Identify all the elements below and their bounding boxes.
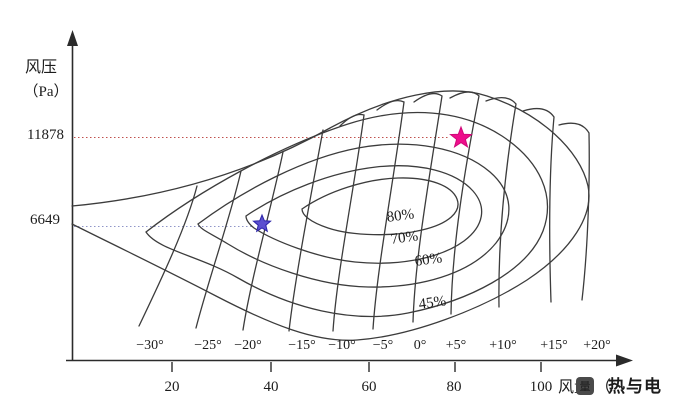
x-axis-arrow-icon [616,354,633,367]
angle-label-minus-10: −10° [328,338,356,353]
y-axis-title: 风压 [25,59,57,76]
ref-value-6649: 6649 [30,212,60,228]
efficiency-contour-60 [197,143,510,288]
efficiency-contour-45 [145,111,549,318]
angle-label-plus-20: +20° [583,338,611,353]
blade-curve-0 [412,92,443,323]
x-axis-ticks [171,362,542,372]
blade-curve-plus-5 [449,91,480,315]
efficiency-label-60: 60% [414,250,443,270]
efficiency-label-45: 45% [418,293,447,313]
efficiency-contour-80 [301,177,459,236]
angle-label-minus-15: −15° [288,338,316,353]
angle-label-plus-10: +10° [489,338,517,353]
x-axis-title-paren: （ [595,378,611,396]
blade-curve-minus-5 [372,99,405,330]
x-tick-100: 100 [530,379,553,395]
angle-label-minus-20: −20° [234,338,262,353]
efficiency-contour-70 [245,165,483,264]
watermark-logo-icon [576,377,594,395]
blade-curve-minus-25 [195,170,242,329]
operating-point-star-blue [252,213,272,233]
x-tick-20: 20 [165,379,180,395]
y-axis [67,30,78,361]
angle-label-plus-5: +5° [446,338,467,353]
efficiency-label-70: 70% [390,228,419,248]
blade-curve-plus-10 [485,97,517,308]
ref-value-11878: 11878 [27,127,64,143]
y-axis-unit: （Pa） [23,83,68,100]
blade-curve-plus-15 [522,107,555,303]
angle-label-plus-15: +15° [540,338,568,353]
x-tick-60: 60 [362,379,377,395]
angle-label-minus-5: −5° [373,338,394,353]
watermark-text: 热与电 [608,376,662,396]
blade-curve-minus-20 [242,151,284,331]
blade-curve-minus-15 [288,129,324,332]
angle-label-0: 0° [414,338,427,353]
blade-curve-minus-10 [332,113,365,332]
performance-envelope [71,90,590,341]
watermark-logo-char: 量 [580,380,591,393]
x-tick-40: 40 [264,379,279,395]
x-axis-title-group: 风量 量 （ 热与电 [558,376,662,396]
x-tick-80: 80 [447,379,462,395]
x-axis [66,354,633,372]
angle-label-minus-30: −30° [136,338,164,353]
y-axis-arrow-icon [67,30,78,46]
blade-curve-minus-30 [138,185,198,327]
efficiency-label-80: 80% [386,206,415,226]
angle-label-minus-25: −25° [194,338,222,353]
operating-point-star-pink [449,125,473,149]
blade-curve-plus-20 [558,122,590,301]
